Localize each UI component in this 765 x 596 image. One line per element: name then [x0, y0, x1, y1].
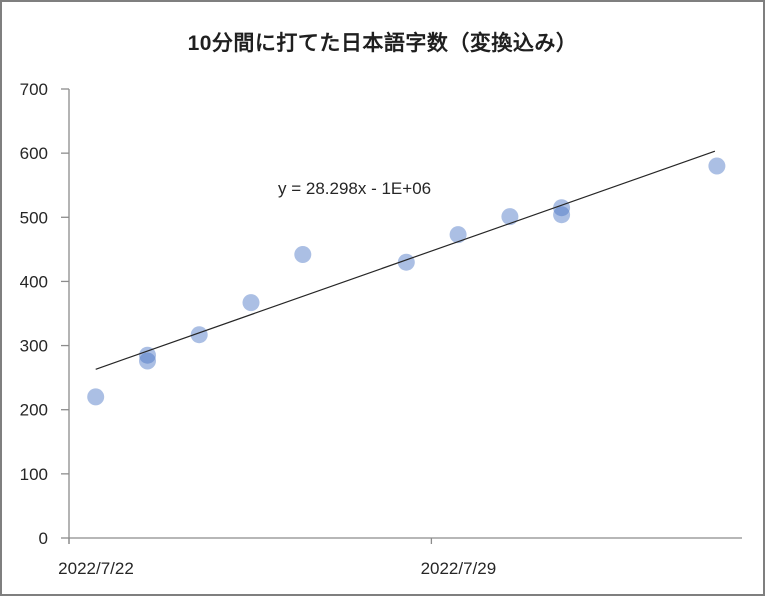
y-tick-label: 700	[20, 80, 48, 99]
y-tick-label: 200	[20, 401, 48, 420]
y-tick-label: 400	[20, 272, 48, 291]
trendline-equation-label: y = 28.298x - 1E+06	[278, 179, 432, 198]
trendline	[95, 150, 716, 370]
y-tick-label: 0	[39, 529, 48, 548]
data-point	[87, 388, 105, 406]
chart-title: 10分間に打てた日本語字数（変換込み）	[187, 32, 578, 55]
data-point	[139, 352, 156, 370]
y-tick-label: 100	[20, 465, 48, 484]
y-tick-label: 600	[20, 144, 48, 163]
data-point	[294, 246, 312, 263]
data-point	[449, 226, 467, 244]
y-tick-label: 500	[20, 208, 48, 227]
data-point	[553, 206, 571, 224]
data-point	[190, 326, 208, 344]
data-point	[139, 346, 156, 364]
x-tick-label: 2022/7/29	[421, 559, 497, 578]
data-point	[501, 208, 519, 226]
x-tick-label: 2022/7/22	[58, 559, 134, 578]
data-point	[242, 294, 260, 312]
y-tick-label: 300	[20, 337, 48, 356]
data-point	[708, 157, 726, 175]
